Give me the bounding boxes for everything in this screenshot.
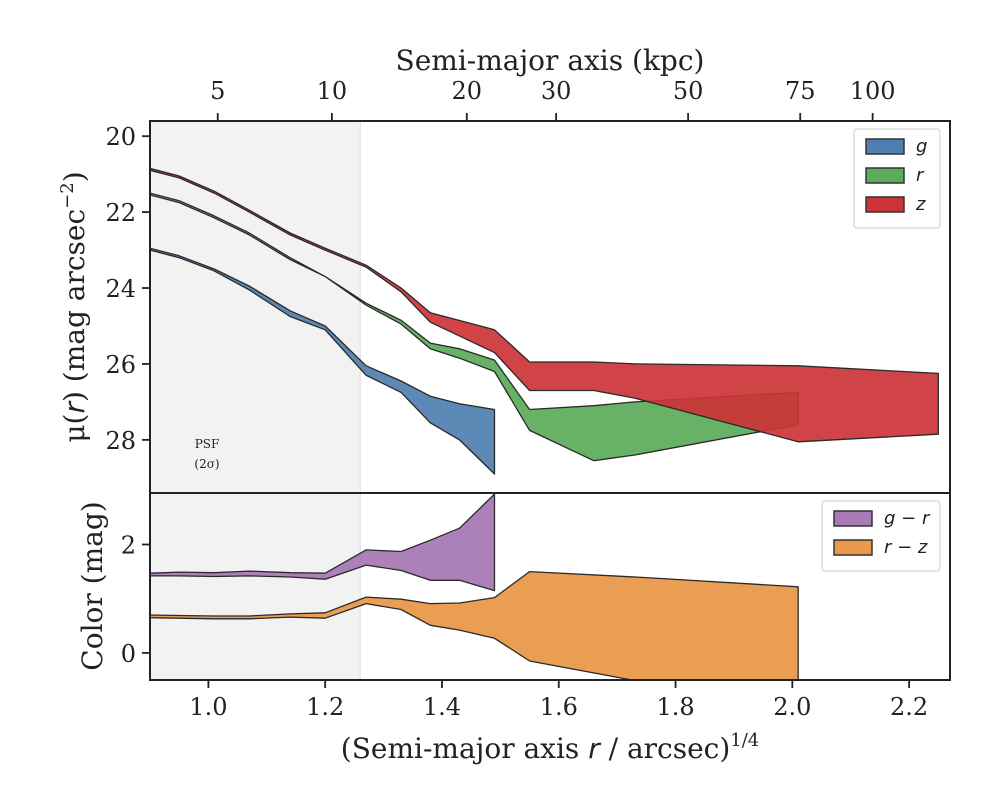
bottom-xtick-label: 1.0 [189, 693, 227, 721]
kpc-tick-label: 30 [541, 77, 572, 105]
surface-brightness-bands [150, 167, 939, 475]
band-g-minus-r [150, 493, 496, 592]
kpc-tick-label: 75 [785, 77, 816, 105]
top-legend-swatch [865, 138, 905, 155]
top-legend-label: r [916, 165, 925, 186]
top-legend-label: g [916, 136, 927, 157]
bottom-xtick-label: 1.6 [540, 693, 578, 721]
top-ytick-label: 22 [105, 199, 136, 227]
bottom-legend-label: g − r [884, 508, 931, 529]
band-r-minus-z [150, 570, 799, 680]
top-ytick-label: 28 [105, 427, 136, 455]
kpc-tick-label: 100 [850, 77, 896, 105]
bottom-legend-label: r − z [884, 537, 928, 558]
bottom-xtick-label: 1.4 [423, 693, 461, 721]
bottom-legend-swatch [833, 510, 873, 527]
top-y-axis-label: μ(r) (mag arcsec−2) [57, 171, 91, 442]
kpc-tick-label: 5 [210, 77, 225, 105]
psf-region-bottom [150, 493, 361, 680]
bottom-ytick-label: 2 [121, 531, 136, 559]
axis-ticks: 20 22 24 26 28 5 10 20 30 50 75 100 0 2 1.0 1.2 1.4 1.6 1.… [105, 77, 928, 721]
psf-label-line2: (2σ) [194, 457, 219, 471]
psf-region-top [150, 121, 361, 493]
psf-label-line1: PSF [195, 437, 220, 451]
bottom-y-axis-label: Color (mag) [76, 501, 109, 670]
bottom-xtick-label: 1.2 [306, 693, 344, 721]
bottom-x-axis-label: (Semi-major axis r / arcsec)1/4 [341, 730, 759, 765]
kpc-tick-label: 50 [673, 77, 704, 105]
top-ytick-label: 24 [105, 275, 136, 303]
top-ytick-label: 20 [105, 123, 136, 151]
bottom-panel-frame [149, 492, 951, 681]
kpc-tick-label: 10 [317, 77, 348, 105]
band-z [150, 167, 939, 443]
band-g [150, 247, 496, 475]
legend-bottom: g − r r − z [821, 500, 941, 572]
top-axis-label: Semi-major axis (kpc) [396, 44, 705, 77]
color-bands [150, 493, 799, 680]
kpc-tick-label: 20 [452, 77, 483, 105]
top-legend-label: z [915, 194, 926, 215]
bottom-ytick-label: 0 [121, 640, 136, 668]
bottom-xtick-label: 2.0 [773, 693, 811, 721]
bottom-legend-swatch [833, 539, 873, 556]
bottom-xtick-label: 2.2 [890, 693, 928, 721]
top-ytick-label: 26 [105, 351, 136, 379]
top-legend-swatch [865, 196, 905, 213]
legend-top: grz [853, 128, 941, 229]
top-legend-swatch [865, 167, 905, 184]
bottom-xtick-label: 1.8 [656, 693, 694, 721]
